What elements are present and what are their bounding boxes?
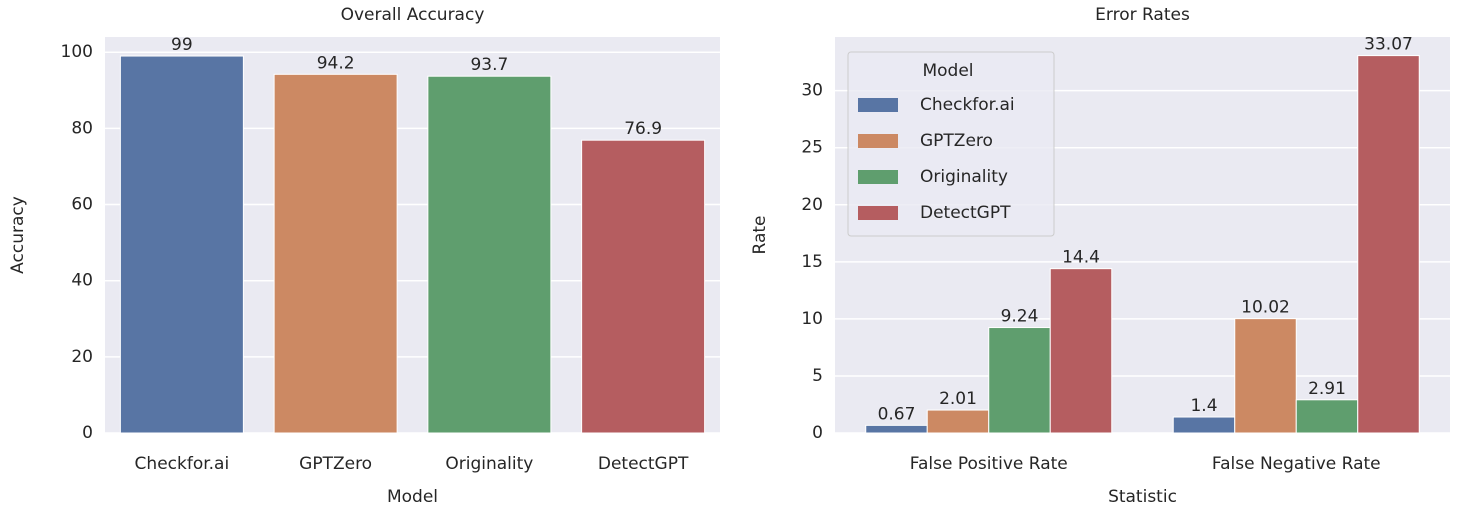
bar <box>119 55 244 434</box>
y-tick-label: 100 <box>61 42 93 62</box>
x-tick-label: False Positive Rate <box>910 454 1068 474</box>
value-label: 2.01 <box>939 389 977 409</box>
x-tick-label: Originality <box>445 454 533 474</box>
bar <box>1172 416 1236 434</box>
x-tick-label: DetectGPT <box>598 454 689 474</box>
x-axis-label: Model <box>387 487 438 507</box>
legend-swatch <box>858 170 898 184</box>
y-tick-label: 30 <box>801 81 823 101</box>
value-label: 76.9 <box>624 119 662 139</box>
legend-swatch <box>858 134 898 148</box>
value-label: 1.4 <box>1190 396 1217 416</box>
value-label: 2.91 <box>1308 379 1346 399</box>
legend-box <box>847 51 1055 237</box>
y-tick-label: 20 <box>801 195 823 215</box>
x-axis-label: Statistic <box>1108 487 1177 507</box>
value-label: 99 <box>171 35 193 55</box>
bar <box>1295 399 1359 434</box>
value-label: 14.4 <box>1062 248 1100 268</box>
value-label: 10.02 <box>1241 298 1290 318</box>
y-tick-label: 40 <box>71 271 93 291</box>
bar <box>273 73 398 434</box>
x-tick-label: Checkfor.ai <box>135 454 230 474</box>
bar <box>581 139 706 434</box>
legend-swatch <box>858 98 898 112</box>
y-tick-label: 0 <box>812 423 823 443</box>
y-tick-label: 0 <box>82 423 93 443</box>
chart-title: Error Rates <box>1095 5 1190 25</box>
y-axis-label: Accuracy <box>8 196 28 274</box>
legend-label: DetectGPT <box>920 203 1011 223</box>
bar <box>988 327 1051 434</box>
legend-label: GPTZero <box>920 131 993 151</box>
x-tick-label: GPTZero <box>299 454 372 474</box>
value-label: 33.07 <box>1364 35 1413 55</box>
y-axis-label: Rate <box>750 216 770 255</box>
y-tick-label: 20 <box>71 347 93 367</box>
y-tick-label: 10 <box>801 309 823 329</box>
bar <box>1357 55 1420 434</box>
y-tick-label: 25 <box>801 138 823 158</box>
bar <box>427 75 552 434</box>
legend-label: Originality <box>920 167 1008 187</box>
value-label: 93.7 <box>470 55 508 75</box>
legend-swatch <box>858 206 898 220</box>
bar <box>865 424 928 434</box>
value-label: 94.2 <box>317 53 355 73</box>
value-label: 0.67 <box>878 404 916 424</box>
x-tick-label: False Negative Rate <box>1212 454 1381 474</box>
y-tick-label: 15 <box>801 252 823 272</box>
bar <box>1049 268 1113 434</box>
y-tick-label: 80 <box>71 118 93 138</box>
legend-label: Checkfor.ai <box>920 95 1015 115</box>
y-tick-label: 5 <box>812 366 823 386</box>
bar <box>1234 318 1297 434</box>
bar <box>926 409 990 434</box>
chart-title: Overall Accuracy <box>341 5 485 25</box>
y-tick-label: 60 <box>71 195 93 215</box>
value-label: 9.24 <box>1001 307 1039 327</box>
legend-title: Model <box>922 61 973 81</box>
